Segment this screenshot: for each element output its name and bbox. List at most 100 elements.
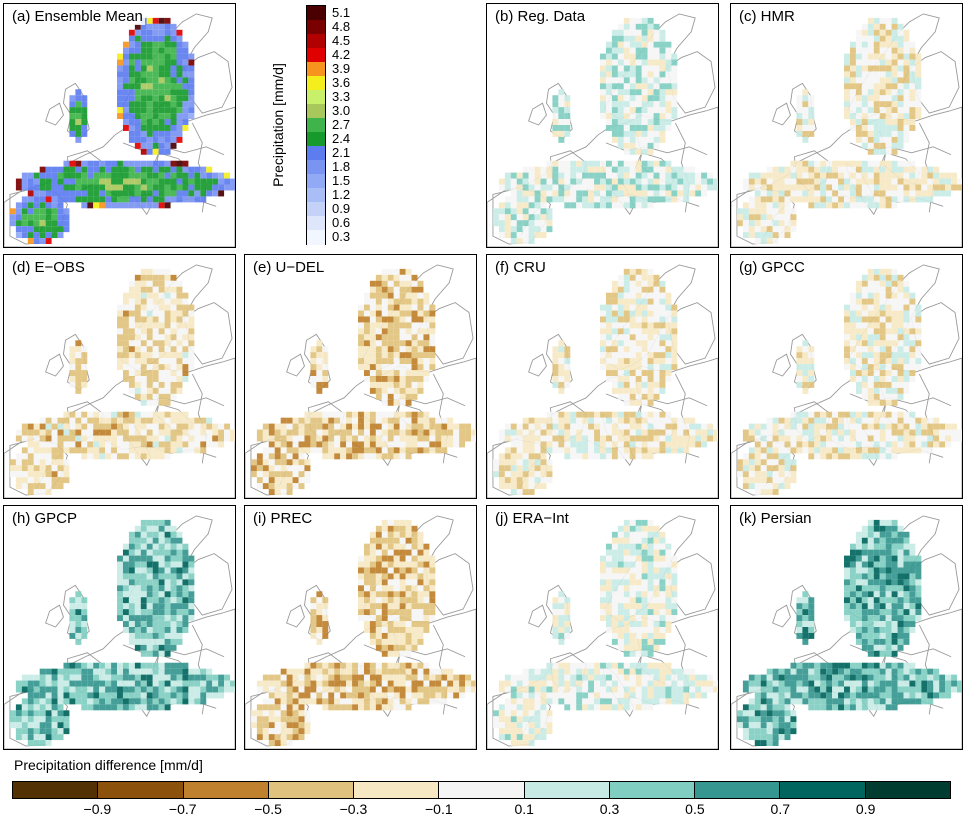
grid-cell	[897, 113, 904, 120]
grid-cell	[81, 107, 88, 114]
grid-cell	[93, 166, 100, 173]
grid-cell	[861, 101, 868, 108]
grid-cell	[528, 232, 535, 239]
grid-cell	[63, 208, 70, 215]
grid-cell	[375, 621, 382, 628]
grid-cell	[849, 59, 856, 66]
grid-cell	[69, 107, 76, 114]
grid-cell	[582, 453, 589, 460]
grid-cell	[128, 686, 135, 693]
grid-cell	[164, 638, 171, 645]
grid-cell	[358, 411, 364, 418]
grid-cell	[802, 178, 809, 185]
grid-cell	[635, 172, 642, 179]
grid-cell	[176, 71, 183, 78]
grid-cell	[784, 441, 791, 448]
grid-cell	[903, 130, 910, 137]
grid-cell	[387, 561, 394, 568]
grid-cell	[381, 543, 388, 550]
grid-cell	[39, 232, 46, 239]
grid-cell	[867, 298, 874, 305]
grid-cell	[352, 447, 359, 454]
grid-cell	[399, 358, 406, 365]
grid-cell	[429, 603, 436, 610]
grid-cell	[873, 166, 880, 173]
map-d	[4, 264, 235, 498]
grid-cell	[39, 734, 46, 741]
grid-cell	[39, 447, 46, 454]
grid-cell	[140, 107, 147, 114]
grid-cell	[635, 268, 642, 275]
grid-cell	[653, 310, 660, 317]
grid-cell	[164, 130, 171, 137]
grid-cell	[170, 364, 177, 371]
grid-cell	[146, 686, 153, 693]
grid-cell	[423, 310, 430, 317]
grid-cell	[117, 567, 123, 574]
grid-cell	[617, 166, 624, 173]
grid-cell	[909, 346, 916, 353]
grid-cell	[322, 621, 329, 628]
grid-cell	[57, 453, 64, 460]
grid-cell	[522, 184, 529, 191]
grid-cell	[140, 83, 147, 90]
grid-cell	[635, 71, 642, 78]
grid-cell	[170, 680, 177, 687]
grid-cell	[39, 429, 46, 436]
grid-cell	[844, 184, 850, 191]
grid-cell	[778, 220, 785, 227]
grid-cell	[393, 549, 400, 556]
grid-cell	[611, 340, 618, 347]
grid-cell	[81, 352, 88, 359]
grid-cell	[411, 644, 418, 651]
grid-cell	[647, 435, 654, 442]
grid-cell	[33, 674, 40, 681]
grid-cell	[849, 292, 856, 299]
grid-cell	[611, 429, 618, 436]
grid-cell	[69, 358, 76, 365]
grid-cell	[158, 411, 165, 418]
grid-cell	[117, 423, 123, 430]
grid-cell	[393, 393, 400, 400]
grid-cell	[399, 346, 406, 353]
country-outline	[363, 393, 466, 407]
grid-cell	[93, 417, 100, 424]
grid-cell	[802, 107, 809, 114]
grid-cell	[57, 166, 64, 173]
grid-cell	[358, 316, 364, 323]
grid-cell	[280, 459, 287, 466]
grid-cell	[176, 328, 183, 335]
grid-cell	[387, 411, 394, 418]
grid-cell	[915, 441, 922, 448]
grid-cell	[867, 29, 874, 36]
grid-cell	[600, 101, 606, 108]
grid-cell	[879, 411, 886, 418]
grid-cell	[188, 346, 195, 353]
grid-cell	[304, 471, 311, 478]
grid-cell	[629, 435, 636, 442]
grid-cell	[399, 417, 406, 424]
grid-cell	[897, 71, 904, 78]
grid-cell	[128, 340, 135, 347]
grid-cell	[855, 423, 862, 430]
grid-cell	[861, 77, 868, 84]
grid-cell	[128, 304, 135, 311]
grid-cell	[182, 292, 189, 299]
grid-cell	[134, 435, 141, 442]
grid-cell	[99, 411, 106, 418]
grid-cell	[51, 459, 58, 466]
grid-cell	[528, 477, 535, 484]
grid-cell	[641, 435, 648, 442]
grid-cell	[510, 459, 517, 466]
grid-cell	[826, 447, 833, 454]
grid-cell	[176, 65, 183, 72]
grid-cell	[647, 125, 654, 131]
grid-cell	[117, 668, 123, 675]
grid-cell	[423, 597, 430, 604]
grid-cell	[564, 95, 571, 102]
grid-cell	[623, 346, 630, 353]
grid-cell	[176, 387, 183, 394]
grid-cell	[128, 621, 135, 628]
grid-cell	[158, 686, 165, 693]
grid-cell	[146, 644, 153, 651]
